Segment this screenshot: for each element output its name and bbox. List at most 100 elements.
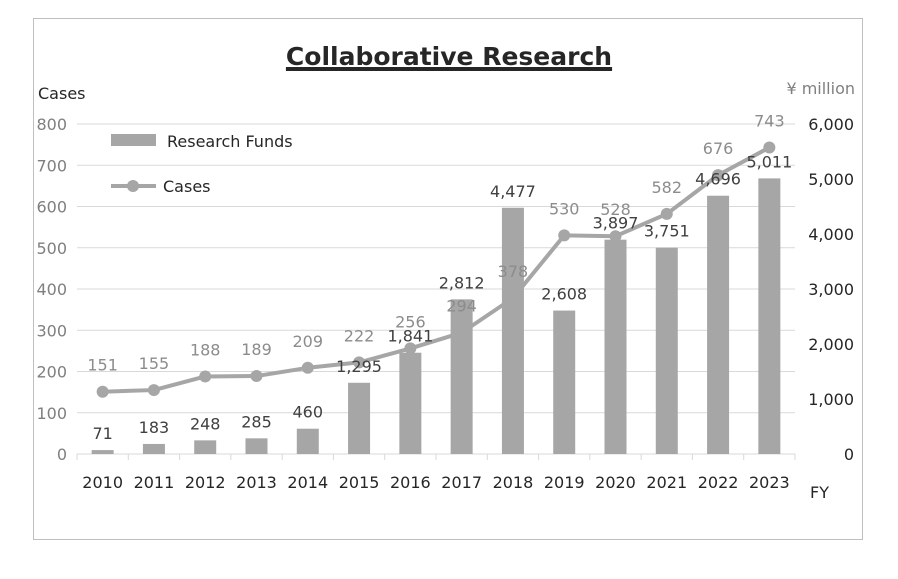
x-tick-label: 2016 <box>390 473 431 492</box>
bar-research-funds <box>91 450 114 454</box>
x-tick-label: 2013 <box>236 473 277 492</box>
data-label-research-funds: 4,696 <box>695 170 741 189</box>
point-cases <box>147 384 160 397</box>
bar-research-funds <box>296 428 319 454</box>
x-tick-label: 2010 <box>82 473 123 492</box>
legend-swatch-cases-marker <box>127 180 139 192</box>
bar-research-funds <box>758 178 781 454</box>
point-cases <box>250 370 263 383</box>
y-right-tick-label: 3,000 <box>808 280 854 299</box>
y-left-tick-label: 200 <box>36 363 67 382</box>
x-tick-label: 2022 <box>698 473 739 492</box>
data-label-cases: 378 <box>498 262 529 281</box>
data-label-research-funds: 1,841 <box>387 327 433 346</box>
x-tick-label: 2019 <box>544 473 585 492</box>
bar-research-funds <box>604 239 627 454</box>
y-right-tick-label: 4,000 <box>808 225 854 244</box>
data-label-cases: 209 <box>293 332 324 351</box>
legend-label-research-funds: Research Funds <box>167 132 293 151</box>
y-left-axis-label: Cases <box>38 84 86 103</box>
point-cases <box>763 141 776 154</box>
y-left-tick-label: 300 <box>36 321 67 340</box>
point-cases <box>353 356 366 369</box>
data-label-research-funds: 285 <box>241 412 272 431</box>
data-label-research-funds: 248 <box>190 414 221 433</box>
y-left-tick-label: 500 <box>36 239 67 258</box>
bars-research-funds <box>91 178 781 454</box>
x-tick-label: 2021 <box>646 473 687 492</box>
bar-research-funds <box>194 440 217 454</box>
line-series-cases <box>102 145 771 394</box>
x-tick-label: 2017 <box>441 473 482 492</box>
point-cases <box>455 326 468 339</box>
bar-research-funds <box>655 247 678 454</box>
data-label-research-funds: 71 <box>92 424 112 443</box>
data-label-research-funds: 2,812 <box>439 273 485 292</box>
point-cases <box>404 342 417 355</box>
data-label-cases: 155 <box>139 354 170 373</box>
data-label-research-funds: 2,608 <box>541 285 587 304</box>
data-label-research-funds: 460 <box>293 403 324 422</box>
bar-research-funds <box>399 352 422 454</box>
data-label-cases: 189 <box>241 340 272 359</box>
y-right-axis-label: ¥ million <box>786 79 855 98</box>
x-tick-label: 2023 <box>749 473 790 492</box>
y-left-tick-label: 100 <box>36 404 67 423</box>
legend: Research Funds Cases <box>111 132 293 196</box>
gridlines <box>76 123 796 460</box>
bar-research-funds <box>501 207 524 454</box>
legend-label-cases: Cases <box>163 177 211 196</box>
y-right-tick-label: 6,000 <box>808 115 854 134</box>
data-label-research-funds: 3,751 <box>644 222 690 241</box>
bar-research-funds <box>348 382 371 454</box>
x-tick-label: 2018 <box>493 473 534 492</box>
y-right-tick-label: 5,000 <box>808 170 854 189</box>
point-cases <box>506 292 519 305</box>
y-left-tick-label: 400 <box>36 280 67 299</box>
data-label-research-funds: 1,295 <box>336 357 382 376</box>
y-left-tick-label: 700 <box>36 156 67 175</box>
y-left-tick-label: 600 <box>36 198 67 217</box>
data-label-cases: 582 <box>652 178 683 197</box>
y-right-tick-label: 1,000 <box>808 390 854 409</box>
bar-research-funds <box>450 299 473 454</box>
data-label-cases: 530 <box>549 199 580 218</box>
x-tick-label: 2012 <box>185 473 226 492</box>
point-cases <box>712 169 725 182</box>
point-cases <box>609 230 622 243</box>
point-cases <box>96 385 109 398</box>
bar-research-funds <box>142 443 165 454</box>
axis-ticks: 0 100 200 300 400 500 600 700 800 0 1,000 2,000 3,00… <box>36 115 854 492</box>
data-label-cases: 294 <box>446 297 477 316</box>
data-label-cases: 676 <box>703 139 734 158</box>
data-label-research-funds: 3,897 <box>593 214 639 233</box>
legend-swatch-research-funds <box>111 134 156 146</box>
y-right-tick-label: 2,000 <box>808 335 854 354</box>
data-label-cases: 528 <box>600 200 631 219</box>
data-label-cases: 743 <box>754 112 785 131</box>
x-tick-label: 2015 <box>339 473 380 492</box>
point-cases <box>199 370 212 383</box>
point-cases <box>660 207 673 220</box>
data-label-cases: 188 <box>190 340 221 359</box>
bar-research-funds <box>553 310 576 454</box>
x-tick-label: 2011 <box>134 473 175 492</box>
data-label-research-funds: 4,477 <box>490 182 536 201</box>
data-label-cases: 256 <box>395 312 426 331</box>
bar-research-funds <box>707 195 730 454</box>
data-label-research-funds: 5,011 <box>746 152 792 171</box>
x-tick-label: 2020 <box>595 473 636 492</box>
bar-research-funds <box>245 438 268 454</box>
x-tick-label: 2014 <box>287 473 328 492</box>
y-left-tick-label: 800 <box>36 115 67 134</box>
chart-title: Collaborative Research <box>286 42 612 71</box>
data-label-research-funds: 183 <box>139 418 170 437</box>
data-labels: 71 183 248 285 460 1,295 1,841 2,812 4,477 2,608 3… <box>87 112 792 444</box>
data-label-cases: 151 <box>87 356 118 375</box>
point-cases <box>301 361 314 374</box>
data-label-cases: 222 <box>344 326 375 345</box>
y-left-tick-label: 0 <box>57 445 67 464</box>
line-cases <box>96 141 776 398</box>
point-cases <box>558 229 571 242</box>
